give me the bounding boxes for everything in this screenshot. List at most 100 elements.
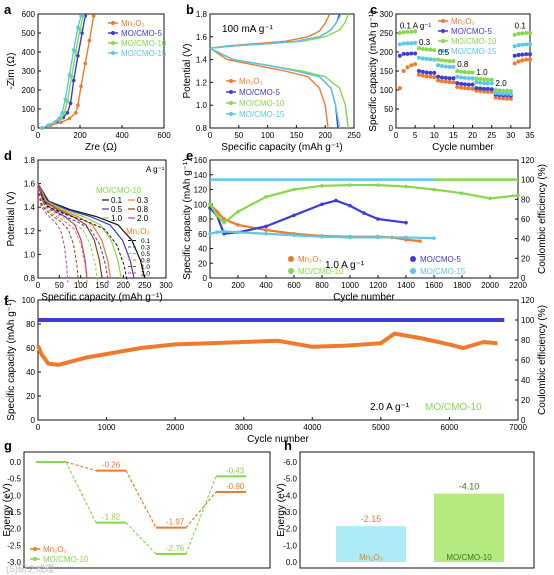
panel-c-point-0 [401, 69, 406, 73]
panel-h-category-label: Mn₂O₃ [359, 553, 383, 562]
panel-c-point-3 [409, 41, 414, 46]
panel-e-series-0-point [418, 239, 422, 243]
panel-c-point-0 [451, 80, 456, 85]
panel-c-point-1 [416, 69, 421, 73]
panel-c-point-1 [436, 74, 441, 79]
panel-a-ytick-label: 200 [22, 86, 36, 95]
panel-g-ytick-label: -1.0 [7, 491, 21, 500]
panel-c-point-3 [470, 76, 475, 81]
panel-c-ytick-label: 150 [380, 67, 394, 76]
panel-h-ytick-label: -2.0 [283, 525, 297, 534]
panel-e-y2tick-label: 20 [521, 254, 530, 263]
panel-f-annotation: 2.0 A g⁻¹ [370, 402, 410, 413]
panel-c-point-2 [485, 77, 490, 82]
panel-a-series-1-point [68, 101, 73, 106]
panel-c-point-3 [405, 41, 410, 46]
panel-e-ytick-label: 100 [194, 200, 208, 209]
panel-b-ytick-label: 0.8 [196, 124, 208, 133]
panel-c-xlabel: Cycle number [432, 142, 494, 153]
panel-b-series-7 [209, 47, 341, 129]
panel-f-xtick-label: 2000 [166, 423, 184, 432]
panel-d-legend-mn2o3-rate: 0.3 [141, 245, 150, 252]
panel-f-ytick-label: 40 [26, 368, 35, 377]
panel-c-point-2 [505, 88, 510, 93]
panel-a-series-1-point [80, 31, 84, 35]
panel-f-y2tick-label: 40 [521, 376, 530, 385]
panel-f-y2tick-label: 120 [521, 296, 535, 305]
panel-f-xtick-label: 0 [36, 423, 41, 432]
panel-e-series-3-point [320, 234, 324, 239]
panel-c-point-2 [493, 88, 498, 92]
panel-e-series-2 [209, 183, 519, 225]
panel-c-point-0 [443, 79, 448, 84]
panel-c-point-1 [470, 82, 475, 87]
panel-a-series-1-point [65, 111, 70, 115]
panel-e-series-2-point [348, 183, 352, 187]
panel-c-point-3 [424, 56, 429, 61]
panel-c-ytick-label: 200 [380, 48, 394, 57]
panel-f-ytick-label: 100 [22, 296, 36, 305]
panel-g-connector [185, 476, 217, 555]
panel-e-series-1-point [348, 203, 352, 208]
panel-c-point-2 [405, 29, 410, 34]
panel-d: Specific capacity (mAh g⁻¹) Potential (V… [6, 156, 173, 303]
panel-e-series-1-point [334, 198, 338, 203]
panel-h-ylabel: Energy (eV) [276, 483, 287, 536]
panel-d-legend-mn2o3-rate: 2.0 [141, 271, 150, 278]
panel-g-legend-label: MO/CMO-10 [43, 555, 89, 564]
panel-a-series-3-point [53, 120, 57, 125]
panel-e-ytick-label: 20 [198, 259, 207, 268]
panel-a-xtick-label: 600 [157, 131, 171, 140]
panel-e-series-0-point [264, 228, 268, 232]
panel-letter-d: d [4, 148, 12, 163]
panel-d-mn2o3-curve [37, 188, 88, 283]
panel-b-legend-label: MO/CMO-5 [239, 88, 280, 97]
panel-e-series-2-point [404, 184, 408, 189]
watermark: (S)研之成理 [6, 563, 54, 574]
panel-f-capacity-line [36, 331, 498, 367]
panel-d-ytick-label: 1.0 [24, 250, 36, 259]
panel-c-point-3 [443, 64, 448, 69]
panel-c-point-3 [447, 64, 452, 69]
panel-a-legend-label: Mn₂O₃ [121, 19, 145, 28]
panel-g-connector [185, 491, 217, 529]
panel-c-rate-label: 0.1 A g⁻¹ [400, 21, 432, 30]
panel-c-point-2 [482, 77, 487, 82]
panel-c-point-1 [405, 51, 410, 56]
panel-c-ytick-label: 300 [380, 10, 394, 19]
panel-c-point-2 [497, 88, 502, 93]
panel-e-legend-marker [410, 256, 416, 262]
panel-a-xtick-label: 0 [36, 131, 41, 140]
panel-c-point-1 [459, 81, 464, 86]
panel-a-legend-marker [111, 41, 115, 45]
panel-e-y2tick-label: 100 [521, 176, 535, 185]
panel-c-point-3 [420, 56, 425, 61]
panel-e-series-0-point [222, 217, 226, 221]
panel-a-series-0-point [87, 38, 92, 43]
panel-a-series-3-point [46, 123, 51, 127]
panel-d-xtick-label: 250 [138, 281, 152, 290]
panel-a-series-0-point [83, 61, 88, 66]
panel-c-point-0 [470, 86, 475, 91]
panel-d-legend-mn2o3-rate: 0.5 [141, 251, 150, 258]
panel-c-point-0 [512, 61, 517, 66]
panel-b-annotation: 100 mA g⁻¹ [222, 24, 274, 35]
panel-c-point-1 [439, 75, 444, 80]
panel-a-xlabel: Zre (Ω) [85, 142, 117, 153]
panel-c-point-3 [436, 63, 441, 68]
panel-c-point-1 [485, 86, 490, 91]
panel-c-point-2 [524, 31, 529, 35]
panel-d-legend-mo10-rate: 0.3 [137, 196, 149, 205]
panel-d-xtick-label: 0 [36, 281, 41, 290]
panel-h-bar [336, 526, 406, 562]
panel-e-series-2-point [292, 187, 296, 192]
panel-e-legend-label: MO/CMO-10 [298, 267, 344, 276]
panel-letter-a: a [4, 2, 12, 17]
panel-d-mn2o3-curve [37, 188, 99, 283]
panel-b-legend-marker [229, 112, 233, 116]
panel-g-value-label: -0.43 [226, 466, 245, 475]
panel-c-point-1 [455, 81, 460, 86]
panel-c-ytick-label: 250 [380, 29, 394, 38]
panel-c-point-3 [478, 80, 483, 85]
panel-c-legend-marker [441, 39, 445, 43]
